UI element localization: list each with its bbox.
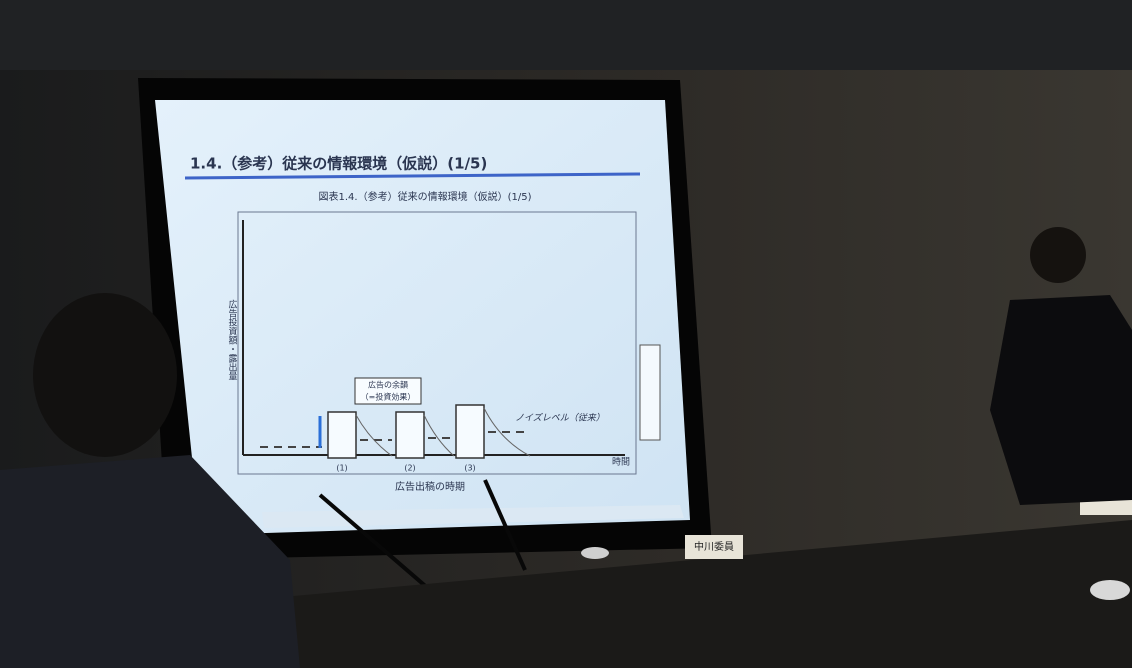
person-head [33, 293, 177, 457]
table [250, 520, 1132, 668]
title-underline [184, 172, 641, 180]
slide-footer [262, 505, 684, 528]
microphone [318, 493, 432, 592]
ad-bar [455, 404, 485, 459]
ad-bar [395, 411, 425, 459]
period-label: (3) [464, 464, 475, 473]
decay-curve [355, 414, 393, 457]
figure-frame [237, 211, 637, 475]
x-end-label: 時間 [612, 457, 630, 468]
slide-title: 1.4.（参考）従来の情報環境（仮説）(1/5) [190, 155, 487, 173]
speaker-head [1030, 227, 1086, 283]
speaker-body [990, 295, 1132, 505]
noise-label: ノイズレベル（従来） [515, 413, 605, 424]
decay-curve [483, 407, 531, 457]
ceiling [0, 0, 1132, 70]
callout-line: 広告の余韻 [368, 380, 408, 390]
x-axis-label: 広告出稿の時期 [395, 480, 465, 493]
projected-slide [155, 100, 690, 535]
microphone [483, 479, 527, 571]
legend-box [639, 344, 661, 441]
person-body [0, 455, 300, 668]
period-label: (2) [404, 464, 415, 473]
nameplate-text: 中川委員 [694, 540, 734, 553]
y-axis-label: 広告投資額・露出量 [227, 298, 238, 380]
callout-box [354, 377, 422, 405]
figure-title: 図表1.4.（参考）従来の情報環境（仮説）(1/5) [319, 190, 532, 203]
cup [1090, 580, 1130, 600]
nameplate [685, 535, 743, 559]
ad-bar [327, 411, 357, 459]
period-label: (1) [336, 464, 347, 473]
decay-curve [423, 414, 455, 457]
callout-line: （=投資効果） [361, 392, 416, 402]
cup [581, 547, 609, 559]
